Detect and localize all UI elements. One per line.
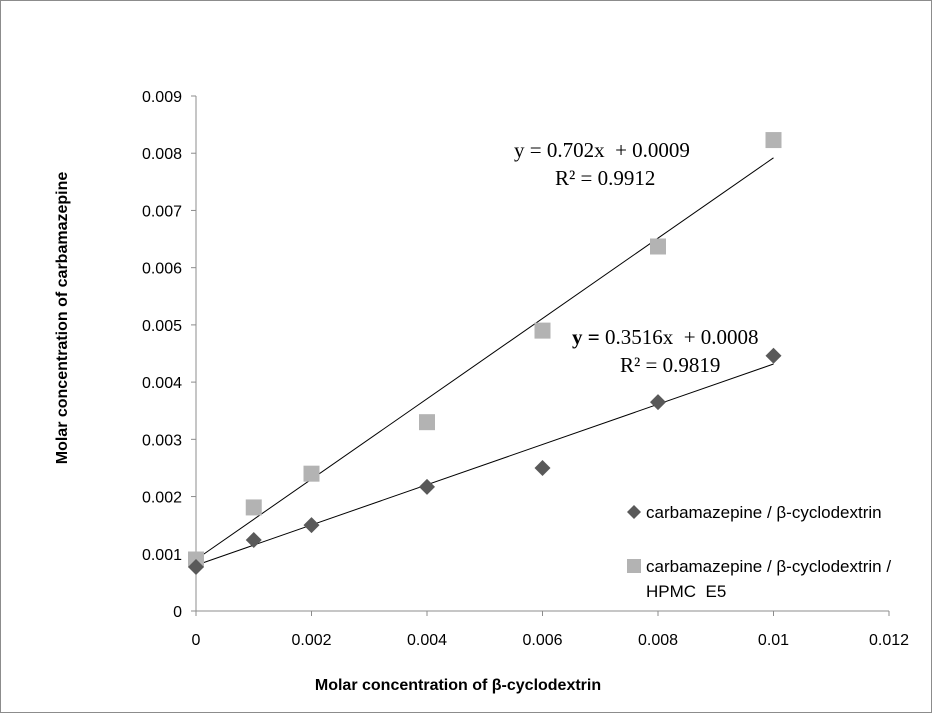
- data-point-diamond: [303, 517, 320, 534]
- y-tick-label: 0.003: [142, 432, 182, 449]
- y-tick-label: 0.004: [142, 375, 182, 392]
- trendline-r2-bcd: R² = 0.9819: [620, 353, 720, 377]
- trendlines: [195, 157, 774, 566]
- trendline-bcd: [195, 363, 774, 566]
- trendline-equation-bcd: y = 0.3516x + 0.0008: [572, 325, 759, 349]
- x-tick-label: 0: [192, 632, 201, 649]
- data-point-square: [419, 414, 435, 431]
- y-tick-label: 0.008: [142, 146, 182, 163]
- data-point-diamond: [765, 347, 782, 364]
- data-point-diamond: [245, 532, 262, 549]
- data-point-diamond: [650, 394, 666, 411]
- trendline-equation-prefix: y =: [572, 325, 600, 349]
- y-tick-label: 0.002: [142, 490, 182, 507]
- legend-marker-diamond: [627, 505, 641, 519]
- y-axis-title: Molar concentration of carbamazepine: [54, 172, 71, 465]
- x-tick-label: 0.004: [407, 632, 447, 649]
- legend: carbamazepine / β-cyclodextrin carbamaze…: [627, 503, 891, 601]
- y-tick-label: 0.007: [142, 203, 182, 220]
- y-tick-label: 0.009: [142, 89, 182, 106]
- x-tick-labels: 0 0.002 0.004 0.006 0.008 0.01 0.012: [192, 611, 909, 649]
- data-point-square: [245, 499, 262, 516]
- x-tick-label: 0.012: [869, 632, 909, 649]
- y-tick-label: 0.001: [142, 547, 182, 564]
- y-tick-label: 0.006: [142, 261, 182, 278]
- data-point-square: [650, 238, 666, 255]
- trendline-hpmc: [195, 157, 774, 560]
- y-tick-label: 0.005: [142, 318, 182, 335]
- legend-label-bcd: carbamazepine / β-cyclodextrin: [646, 503, 882, 522]
- data-points: [188, 132, 782, 575]
- data-point-square: [765, 132, 782, 149]
- x-tick-label: 0.002: [291, 632, 331, 649]
- data-point-square: [534, 322, 551, 339]
- x-tick-label: 0.008: [638, 632, 678, 649]
- x-axis-title: Molar concentration of β-cyclodextrin: [315, 677, 601, 694]
- trendline-equation-rest: 0.3516x + 0.0008: [600, 325, 759, 349]
- x-tick-label: 0.01: [758, 632, 789, 649]
- legend-label-hpmc-line2: HPMC E5: [646, 582, 726, 601]
- data-point-square: [303, 465, 320, 482]
- x-tick-label: 0.006: [522, 632, 562, 649]
- y-tick-labels: 0 0.001 0.002 0.003 0.004 0.005 0.006 0.007 0.00…: [142, 89, 196, 621]
- axes: [195, 96, 889, 612]
- legend-label-hpmc-line1: carbamazepine / β-cyclodextrin /: [646, 557, 891, 576]
- data-point-diamond: [534, 459, 551, 476]
- legend-marker-square: [627, 559, 641, 573]
- trendline-equation-hpmc: y = 0.702x + 0.0009: [514, 138, 690, 162]
- trendline-r2-hpmc: R² = 0.9912: [555, 166, 655, 190]
- data-point-diamond: [188, 558, 204, 575]
- y-tick-label: 0: [173, 604, 182, 621]
- data-point-diamond: [419, 478, 435, 495]
